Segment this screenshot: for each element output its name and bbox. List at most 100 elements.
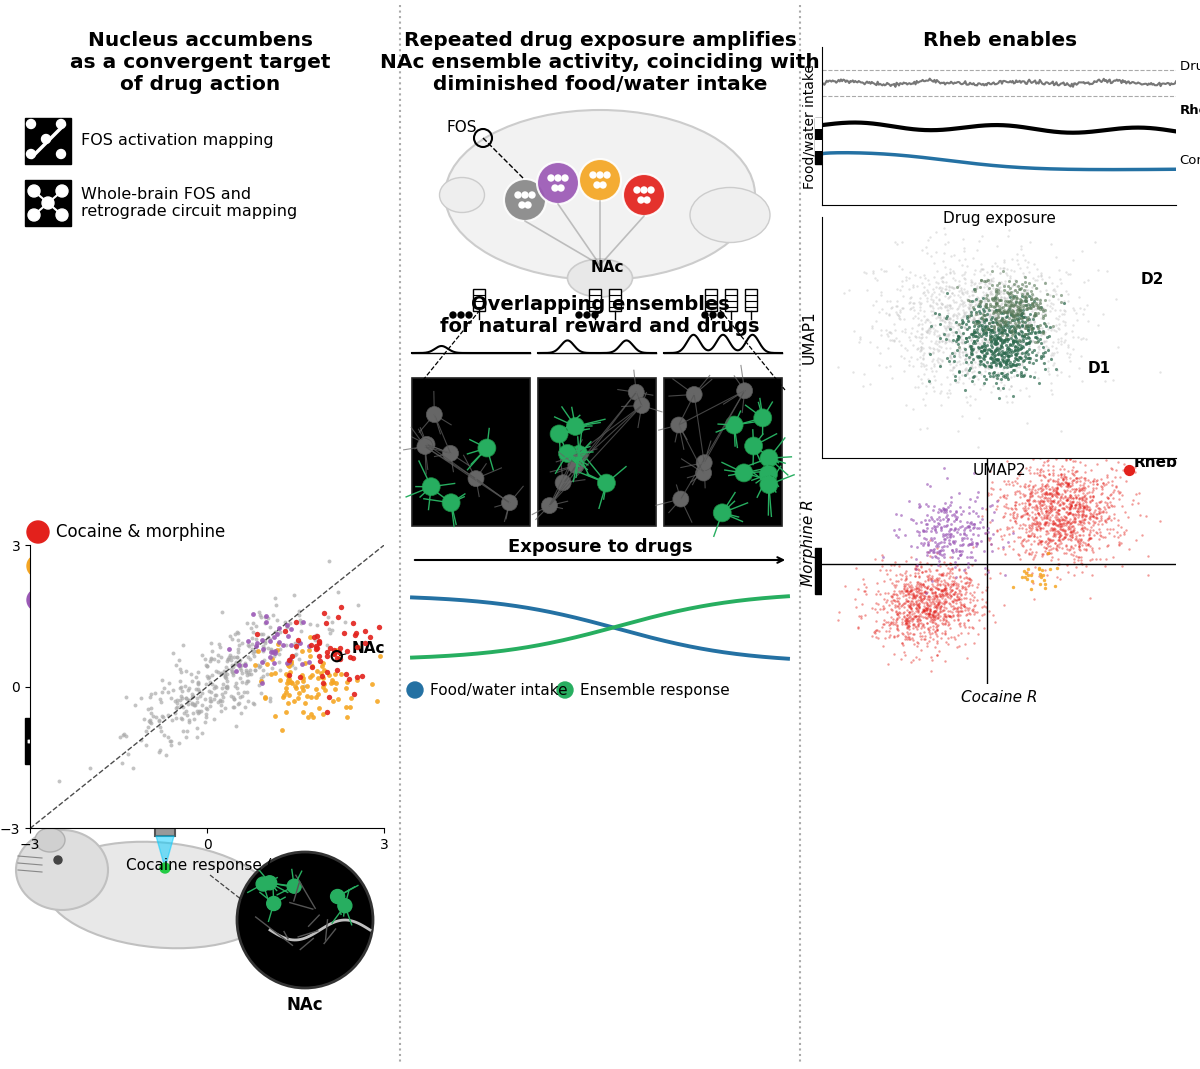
Point [1069,536,1088,553]
Point [253,637,272,654]
Point [970,356,989,373]
Point [941,580,960,598]
Point [985,304,1004,321]
Point [956,574,976,591]
Point [931,501,950,518]
Point [976,292,995,309]
Point [944,522,964,539]
Point [934,325,953,342]
Point [1062,322,1081,339]
Point [974,334,994,351]
Point [923,614,942,631]
Point [910,562,929,579]
Point [924,299,943,316]
Circle shape [673,491,689,507]
Point [974,311,994,328]
Point [1010,303,1030,320]
Point [1000,297,1019,314]
Bar [25,180,71,226]
Point [979,531,998,548]
Point [221,628,240,645]
Point [307,662,326,679]
Point [940,502,959,520]
Point [995,304,1014,321]
Point [930,331,949,348]
Point [960,339,979,356]
Point [1064,467,1084,484]
Bar [826,151,838,162]
Point [317,636,336,653]
Point [1003,477,1022,494]
Point [918,476,937,493]
Point [918,579,937,597]
Point [302,659,322,676]
Point [1000,303,1019,320]
Point [931,511,950,528]
Point [1075,492,1094,509]
Point [1037,526,1056,543]
Point [1055,508,1074,525]
Point [923,611,942,629]
Point [1045,509,1064,526]
Point [1014,367,1033,384]
Point [330,650,349,667]
Point [980,307,1000,324]
Point [926,587,946,604]
Point [1060,540,1079,557]
Point [965,598,984,615]
Point [848,580,868,598]
Point [1048,472,1067,490]
Point [1002,500,1021,517]
Point [937,310,956,327]
Point [936,616,955,633]
Point [923,570,942,587]
Point [947,601,966,618]
Point [169,734,188,752]
Point [1097,451,1116,468]
Point [1024,291,1043,308]
Point [984,313,1003,330]
Point [984,329,1003,346]
Point [1039,503,1058,521]
Point [944,630,964,647]
Point [884,616,904,633]
Point [982,345,1001,362]
Point [1003,578,1022,595]
Point [1020,491,1039,508]
Point [972,584,991,601]
Point [869,583,888,600]
Point [253,633,272,650]
Point [901,300,920,317]
Point [958,290,977,307]
Point [1014,292,1033,309]
Point [884,315,904,332]
Point [1001,336,1020,353]
Point [888,598,907,615]
Point [1094,498,1114,515]
Point [260,631,280,648]
Point [965,292,984,309]
Point [245,662,264,679]
Point [906,559,925,576]
Point [924,517,943,534]
Point [1090,513,1109,530]
Point [1056,510,1075,527]
Point [977,331,996,348]
Point [276,636,295,653]
Point [985,343,1004,360]
Point [151,693,170,710]
Point [898,615,917,632]
Point [920,601,940,618]
Point [1104,372,1123,389]
Point [319,667,338,684]
Point [926,625,946,642]
Point [1009,345,1028,362]
Point [929,605,948,622]
Point [214,676,233,693]
Point [1021,350,1040,367]
Point [899,629,918,646]
Point [1027,279,1046,296]
Point [989,343,1008,360]
Point [916,599,935,616]
Point [966,274,985,291]
